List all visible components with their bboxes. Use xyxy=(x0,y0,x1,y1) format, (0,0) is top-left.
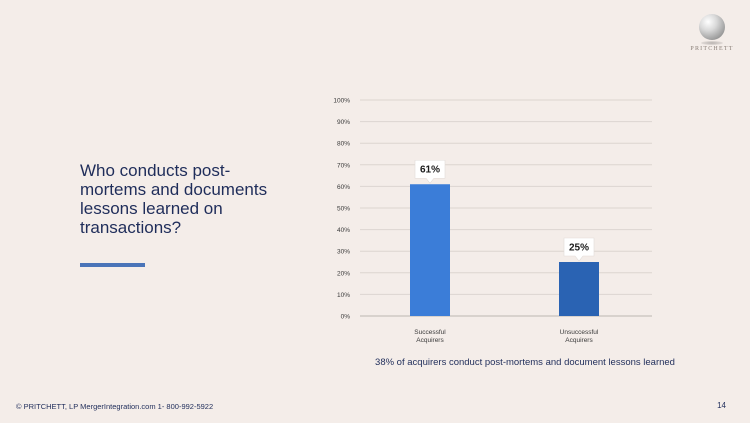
chart-bars xyxy=(410,184,599,316)
page-number: 14 xyxy=(717,401,726,410)
x-tick-label: Unsuccessful xyxy=(560,329,599,336)
pritchett-logo: PRITCHETT xyxy=(682,14,742,52)
y-tick-label: 10% xyxy=(337,292,350,299)
logo-shadow xyxy=(701,41,723,45)
chart-y-axis: 0% 10% 20% 30% 40% 50% 60% 70% 80% 90% 100% xyxy=(333,98,350,321)
x-tick-label: Acquirers xyxy=(565,337,593,344)
chart-caption: 38% of acquirers conduct post-mortems an… xyxy=(375,357,675,368)
logo-sphere-icon xyxy=(699,14,725,40)
bar xyxy=(559,262,599,316)
y-tick-label: 20% xyxy=(337,270,350,277)
y-tick-label: 80% xyxy=(337,141,350,148)
chart-data-labels: 61% 25% xyxy=(414,159,595,262)
y-tick-label: 30% xyxy=(337,249,350,256)
callout-box xyxy=(414,159,446,184)
y-tick-label: 40% xyxy=(337,227,350,234)
question-accent-bar xyxy=(80,263,145,267)
y-tick-label: 50% xyxy=(337,206,350,213)
callout-box xyxy=(563,237,595,262)
y-tick-label: 90% xyxy=(337,119,350,126)
slide-question: Who conducts post-mortems and documents … xyxy=(80,161,268,237)
data-label: 25% xyxy=(569,243,589,254)
footer-copyright: © PRITCHETT, LP MergerIntegration.com 1-… xyxy=(16,402,214,411)
logo-text: PRITCHETT xyxy=(690,46,734,52)
x-tick-label: Acquirers xyxy=(416,337,444,344)
x-tick-label: Successful xyxy=(414,329,446,336)
y-tick-label: 60% xyxy=(337,184,350,191)
data-label-callout: 25% xyxy=(563,237,595,262)
y-tick-label: 100% xyxy=(333,98,350,105)
data-label-callout: 61% xyxy=(414,159,446,184)
y-tick-label: 70% xyxy=(337,162,350,169)
bar xyxy=(410,184,450,316)
data-label: 61% xyxy=(420,165,440,176)
chart-gridlines xyxy=(360,99,652,317)
y-tick-label: 0% xyxy=(341,314,351,321)
